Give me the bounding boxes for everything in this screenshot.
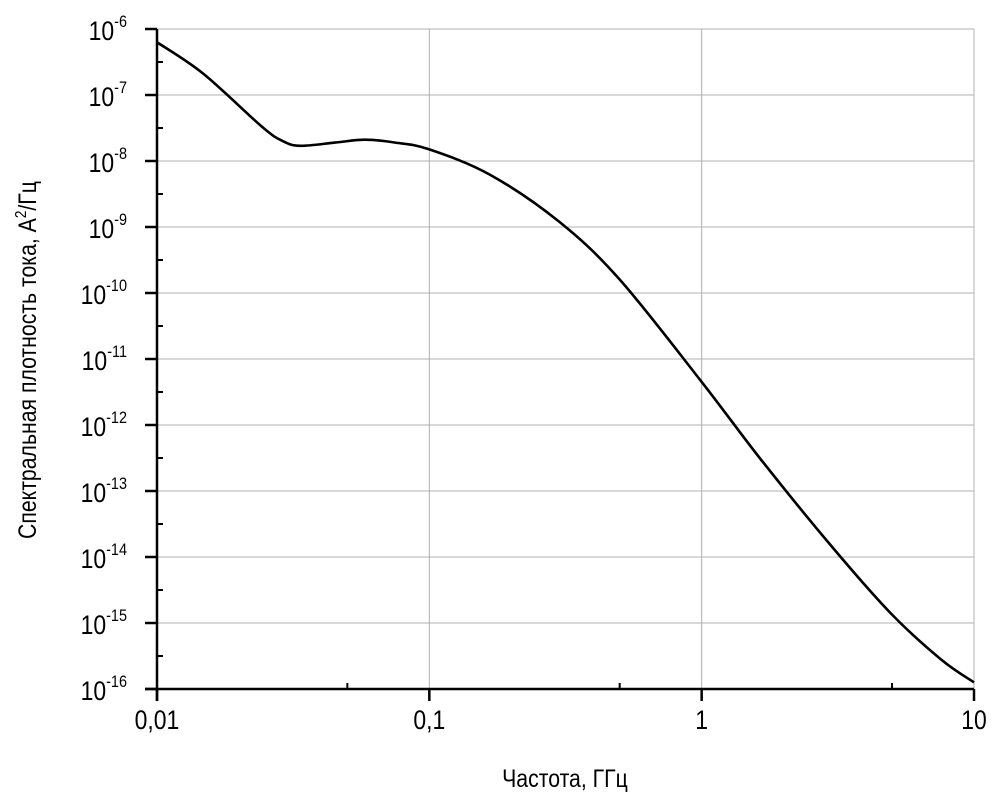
- grid: [157, 28, 975, 689]
- y-tick-base: 10: [81, 610, 107, 640]
- y-axis-label: Спектральная плотность тока, А2/Гц: [13, 181, 41, 539]
- y-tick-base: 10: [82, 346, 108, 376]
- x-tick-label: 0,1: [413, 705, 445, 735]
- x-tick-label: 10: [961, 705, 987, 735]
- y-tick-base: 10: [89, 16, 115, 46]
- y-tick-label: 10-9: [89, 211, 128, 244]
- y-tick-label: 10-13: [81, 475, 128, 508]
- y-tick-base: 10: [89, 214, 115, 244]
- y-tick-exp: -16: [106, 673, 127, 691]
- y-tick-exp: -13: [106, 475, 127, 493]
- y-tick-exp: -10: [106, 277, 127, 295]
- y-tick-label: 10-15: [81, 607, 128, 640]
- y-tick-base: 10: [81, 412, 107, 442]
- x-axis-label: Частота, ГГц: [502, 764, 628, 792]
- y-tick-base: 10: [81, 544, 107, 574]
- y-tick-base: 10: [89, 82, 115, 112]
- y-tick-exp: -9: [114, 211, 127, 229]
- x-tick-label: 0,01: [135, 705, 180, 735]
- y-tick-label: 10-10: [81, 277, 128, 310]
- y-axis-label-sup: 2: [13, 211, 30, 219]
- y-tick-base: 10: [81, 478, 107, 508]
- tick-labels: 10-610-710-810-910-1010-1110-1210-1310-1…: [81, 13, 987, 735]
- y-tick-label: 10-12: [81, 409, 127, 442]
- y-tick-exp: -12: [106, 409, 127, 427]
- x-tick-label: 1: [695, 705, 708, 735]
- y-axis-label-tail: /Гц: [13, 181, 41, 211]
- y-tick-exp: -6: [114, 13, 127, 31]
- y-tick-exp: -7: [114, 79, 127, 97]
- y-tick-label: 10-14: [81, 541, 128, 574]
- y-axis-label-main: Спектральная плотность тока, А: [13, 218, 41, 539]
- y-tick-exp: -15: [106, 607, 127, 625]
- y-tick-label: 10-11: [82, 343, 127, 376]
- y-tick-label: 10-16: [81, 673, 128, 706]
- y-tick-base: 10: [81, 676, 107, 706]
- y-tick-base: 10: [89, 148, 115, 178]
- y-tick-exp: -14: [106, 541, 127, 559]
- y-tick-label: 10-7: [89, 79, 127, 112]
- y-tick-exp: -8: [114, 145, 127, 163]
- axes: [145, 27, 976, 701]
- y-tick-label: 10-6: [89, 13, 128, 46]
- y-tick-exp: -11: [107, 343, 127, 361]
- series-line: [156, 41, 975, 684]
- y-tick-base: 10: [81, 280, 107, 310]
- y-tick-label: 10-8: [89, 145, 128, 178]
